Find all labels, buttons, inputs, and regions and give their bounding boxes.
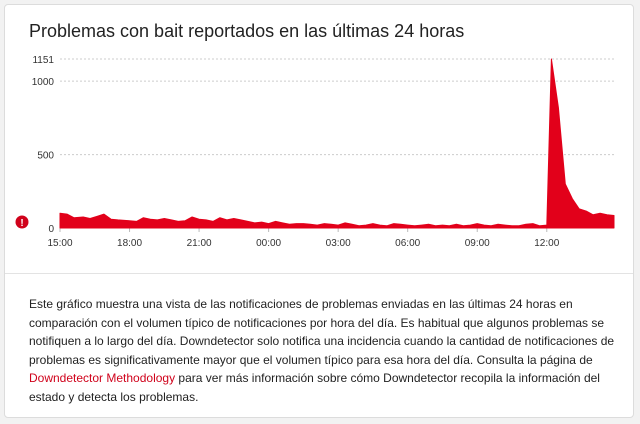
x-axis: 15:00 18:00 21:00 00:00 03:00 06:00 09:00 12:00 <box>47 228 560 249</box>
y-tick-label: 0 <box>48 224 54 235</box>
x-tick-label: 18:00 <box>117 238 142 249</box>
x-tick-label: 21:00 <box>187 238 212 249</box>
alert-icon-glyph: ! <box>20 218 23 229</box>
y-tick-label: 500 <box>37 151 54 162</box>
alert-marker[interactable]: ! <box>15 215 29 230</box>
description-text-before: Este gráfico muestra una vista de las no… <box>29 297 615 367</box>
description-text-after: para ver más información sobre cómo Down… <box>29 371 600 404</box>
gridlines <box>60 58 614 229</box>
reports-area-series[interactable] <box>59 58 615 229</box>
x-tick-label: 00:00 <box>256 238 281 249</box>
y-tick-label: 1000 <box>32 77 55 88</box>
x-tick-label: 03:00 <box>326 238 351 249</box>
alert-icon[interactable] <box>15 215 29 229</box>
x-tick-label: 06:00 <box>395 238 420 249</box>
x-tick-label: 09:00 <box>465 238 490 249</box>
x-tick-label: 15:00 <box>47 238 72 249</box>
divider <box>5 273 633 274</box>
methodology-link[interactable]: Downdetector Methodology <box>29 371 176 385</box>
y-axis: 0 500 1000 1151 <box>32 55 55 235</box>
chart-card: Problemas con bait reportados en las últ… <box>4 4 634 418</box>
chart-description: Este gráfico muestra una vista de las no… <box>29 295 625 406</box>
y-tick-label: 1151 <box>32 55 54 66</box>
chart-title: Problemas con bait reportados en las últ… <box>29 21 465 41</box>
report-chart: 0 500 1000 1151 15:00 18:00 21:00 00:00 03:00 06… <box>15 55 615 249</box>
x-tick-label: 12:00 <box>534 238 559 249</box>
